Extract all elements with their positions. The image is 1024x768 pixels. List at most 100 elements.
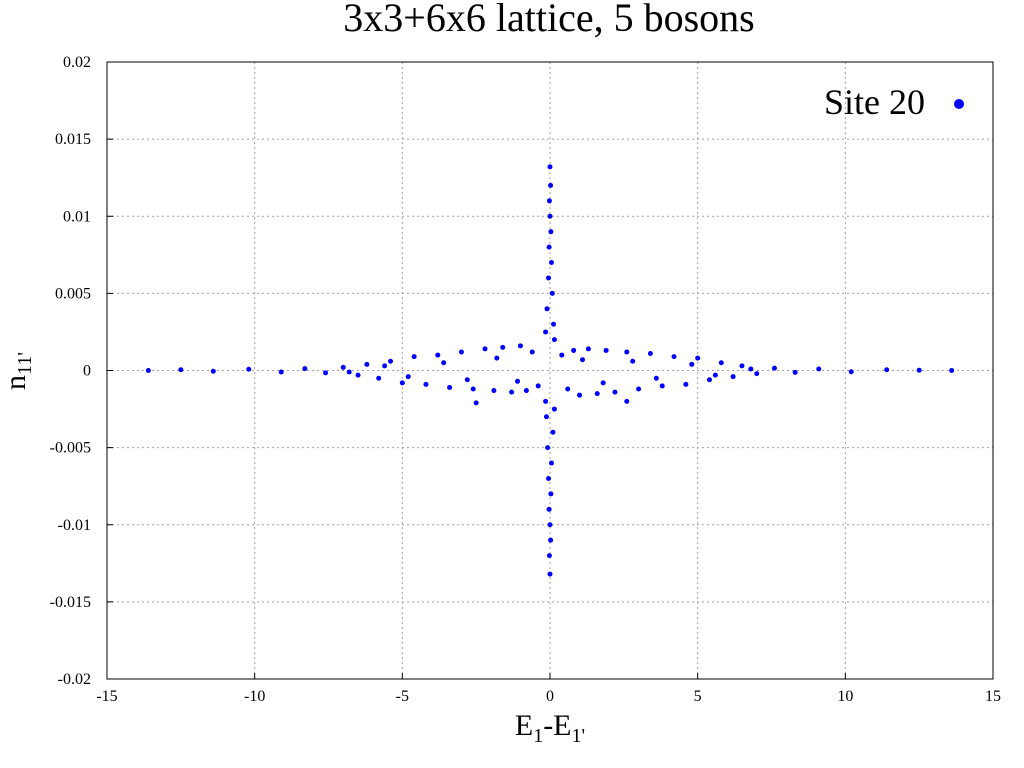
point	[600, 380, 606, 386]
point	[178, 367, 184, 373]
y-tick-label: -0.005	[50, 440, 91, 457]
x-label-sub: 1'	[572, 725, 586, 747]
point	[546, 275, 552, 281]
point	[659, 383, 665, 389]
y-tick-label: -0.02	[58, 671, 91, 688]
point	[405, 374, 411, 380]
point	[464, 377, 470, 383]
y-tick-label: 0.02	[63, 54, 91, 71]
point	[683, 381, 689, 387]
x-tick-label: -5	[396, 688, 409, 705]
point	[346, 369, 352, 375]
point	[551, 337, 557, 343]
point	[473, 400, 479, 406]
x-label-main: E	[515, 709, 533, 742]
point	[458, 349, 464, 355]
point	[546, 198, 552, 204]
point	[494, 355, 500, 361]
point	[376, 375, 382, 381]
point	[884, 367, 890, 373]
y-tick-label: 0.015	[55, 131, 91, 148]
point	[302, 366, 308, 372]
point	[816, 366, 822, 372]
point	[340, 364, 346, 370]
point	[548, 182, 554, 188]
plot-frame	[106, 61, 994, 680]
point	[547, 571, 553, 577]
point	[848, 369, 854, 375]
point	[603, 347, 609, 353]
point	[388, 358, 394, 364]
point	[739, 363, 745, 369]
point	[491, 388, 497, 394]
point	[636, 386, 642, 392]
point	[712, 372, 718, 378]
point	[548, 491, 554, 497]
point	[571, 347, 577, 353]
point	[548, 229, 554, 235]
x-tick-label: 5	[694, 688, 702, 705]
y-tick-label: 0.01	[63, 208, 91, 225]
y-tick-label: -0.015	[50, 594, 91, 611]
y-label-sub: 11'	[14, 352, 36, 375]
point	[551, 406, 557, 412]
point	[546, 475, 552, 481]
point	[594, 391, 600, 397]
point	[515, 378, 521, 384]
point	[547, 522, 553, 528]
point	[548, 537, 554, 543]
point	[441, 360, 447, 366]
point	[543, 329, 549, 335]
point	[624, 349, 630, 355]
point	[792, 369, 798, 375]
point	[748, 366, 754, 372]
point	[546, 506, 552, 512]
x-tick-label: -15	[96, 688, 117, 705]
point	[543, 414, 549, 420]
point	[577, 392, 583, 398]
point	[509, 389, 515, 395]
point	[517, 343, 523, 349]
point	[500, 344, 506, 350]
point	[916, 367, 922, 373]
point	[548, 260, 554, 266]
point	[671, 354, 677, 360]
point	[547, 164, 553, 170]
point	[545, 445, 551, 451]
y-tick-label: 0	[83, 363, 91, 380]
point	[706, 377, 712, 383]
point	[548, 460, 554, 466]
x-tick-label: 0	[546, 688, 554, 705]
point	[547, 213, 553, 219]
point	[323, 370, 329, 376]
point	[949, 368, 955, 373]
point	[624, 398, 630, 404]
point	[543, 398, 549, 404]
point	[355, 372, 361, 378]
point	[278, 369, 284, 375]
point	[364, 361, 370, 367]
point	[523, 388, 529, 394]
x-tick-label: 15	[985, 688, 1001, 705]
point	[246, 366, 252, 372]
chart-title: 3x3+6x6 lattice, 5 bosons	[343, 0, 754, 40]
point	[771, 365, 777, 371]
point	[653, 375, 659, 381]
point	[546, 244, 552, 250]
point	[535, 383, 541, 389]
point	[546, 553, 552, 559]
point	[565, 386, 571, 392]
point	[411, 354, 417, 360]
point	[470, 386, 476, 392]
point	[689, 361, 695, 367]
point	[544, 306, 550, 312]
point	[754, 371, 760, 377]
point	[585, 346, 591, 352]
point	[730, 374, 736, 380]
x-label-main: -E	[543, 709, 571, 742]
y-label-main: n	[0, 375, 32, 390]
point	[529, 349, 535, 355]
point	[647, 351, 653, 357]
